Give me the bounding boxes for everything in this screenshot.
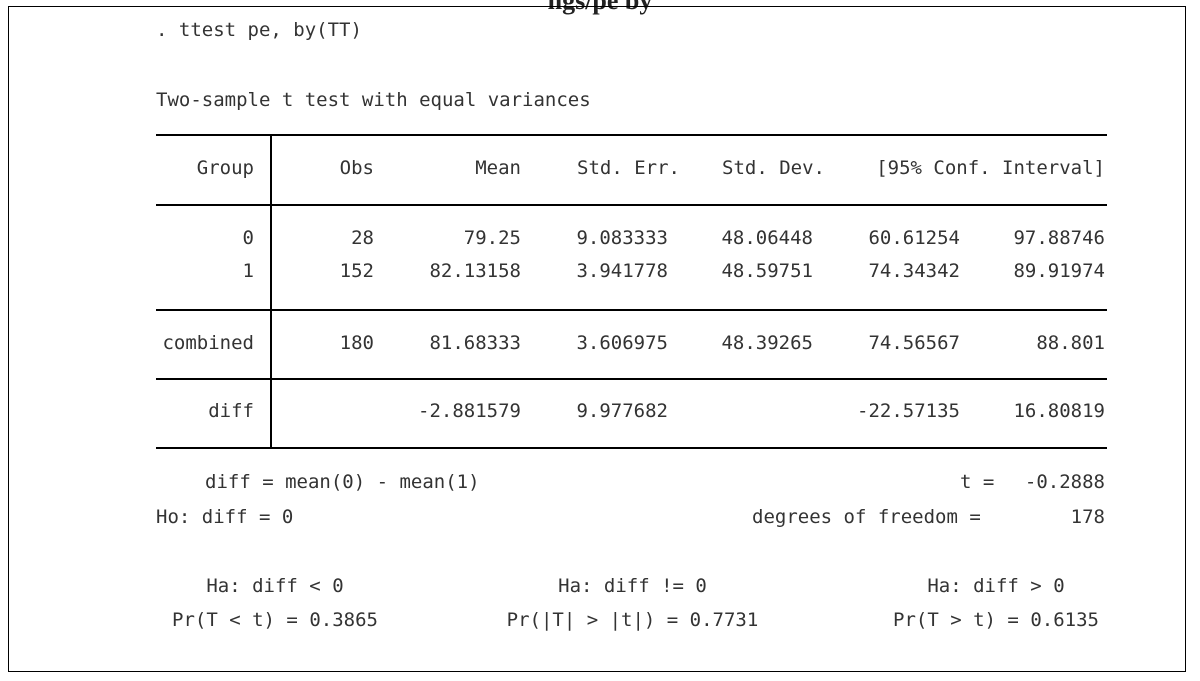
t-value: -0.2888 <box>1024 471 1105 493</box>
command-line: . ttest pe, by(TT) <box>156 19 362 41</box>
test-title: Two-sample t test with equal variances <box>156 89 591 111</box>
cell-ci-upper: 89.91974 <box>1013 260 1105 282</box>
combined-rule <box>156 378 1107 380</box>
ha-noteq-label: Ha: diff != 0 <box>558 575 707 597</box>
cell-mean: -2.881579 <box>418 400 521 422</box>
cell-std-dev: 48.59751 <box>721 260 813 282</box>
cell-mean: 82.13158 <box>429 260 521 282</box>
cell-group: diff <box>208 400 254 422</box>
cell-ci-upper: 16.80819 <box>1013 400 1105 422</box>
cell-obs: 180 <box>339 332 374 354</box>
table-top-rule <box>156 134 1107 136</box>
df-label: degrees of freedom = <box>752 506 981 528</box>
ha-less-label: Ha: diff < 0 <box>206 575 344 597</box>
header-group: Group <box>196 157 254 179</box>
ha-greater-pvalue: Pr(T > t) = 0.6135 <box>893 609 1099 631</box>
cell-mean: 79.25 <box>463 227 521 249</box>
header-std-err: Std. Err. <box>577 157 680 179</box>
cell-ci-lower: -22.57135 <box>857 400 960 422</box>
t-label: t = <box>960 471 995 493</box>
cell-std-err: 3.606975 <box>576 332 668 354</box>
cell-ci-upper: 97.88746 <box>1013 227 1105 249</box>
cell-std-dev: 48.39265 <box>721 332 813 354</box>
cell-ci-lower: 74.56567 <box>868 332 960 354</box>
cell-ci-upper: 88.801 <box>1036 332 1105 354</box>
null-hypothesis: Ho: diff = 0 <box>156 506 294 528</box>
ha-greater-label: Ha: diff > 0 <box>927 575 1065 597</box>
header-obs: Obs <box>339 157 374 179</box>
header-conf-interval: [95% Conf. Interval] <box>876 157 1105 179</box>
cell-ci-lower: 60.61254 <box>868 227 960 249</box>
cell-std-dev: 48.06448 <box>721 227 813 249</box>
cell-mean: 81.68333 <box>429 332 521 354</box>
cell-obs: 28 <box>351 227 374 249</box>
groups-rule <box>156 309 1107 311</box>
header-std-dev: Std. Dev. <box>722 157 825 179</box>
diff-definition: diff = mean(0) - mean(1) <box>205 471 480 493</box>
cell-group: 1 <box>242 260 254 282</box>
cell-group: combined <box>162 332 254 354</box>
cell-obs: 152 <box>339 260 374 282</box>
cell-ci-lower: 74.34342 <box>868 260 960 282</box>
clipped-page-header: ngs/pe by <box>547 0 653 15</box>
cell-group: 0 <box>242 227 254 249</box>
cell-std-err: 3.941778 <box>576 260 668 282</box>
ha-noteq-pvalue: Pr(|T| > |t|) = 0.7731 <box>506 609 759 631</box>
header-rule <box>156 204 1107 206</box>
cell-std-err: 9.083333 <box>576 227 668 249</box>
cell-std-err: 9.977682 <box>576 400 668 422</box>
stata-output-frame <box>8 6 1186 672</box>
df-value: 178 <box>1070 506 1105 528</box>
table-bottom-rule <box>156 447 1107 449</box>
group-column-divider <box>270 134 272 449</box>
header-mean: Mean <box>475 157 521 179</box>
ha-less-pvalue: Pr(T < t) = 0.3865 <box>172 609 378 631</box>
